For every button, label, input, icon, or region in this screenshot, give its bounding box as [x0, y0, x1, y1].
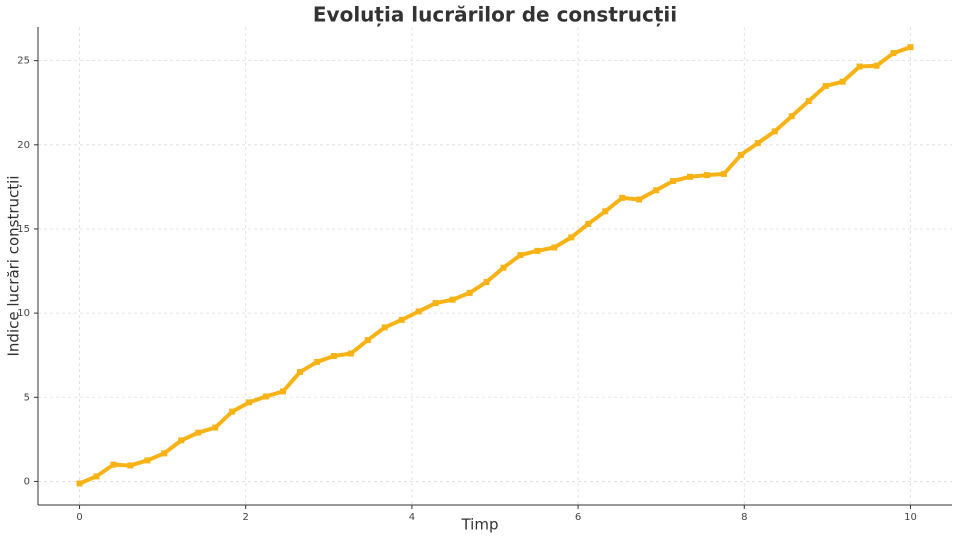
- marker: [500, 264, 507, 271]
- marker: [364, 337, 371, 344]
- marker: [415, 308, 422, 315]
- marker: [381, 324, 388, 331]
- marker: [330, 353, 337, 360]
- y-tick-label: 10: [17, 308, 30, 319]
- x-tick-label: 6: [575, 512, 581, 523]
- marker: [144, 457, 151, 464]
- y-tick-label: 25: [17, 56, 30, 67]
- marker: [161, 450, 168, 457]
- marker: [229, 408, 236, 415]
- marker: [788, 113, 795, 120]
- marker: [313, 358, 320, 365]
- marker: [687, 173, 694, 180]
- y-tick-label: 20: [17, 140, 30, 151]
- line: [78, 45, 912, 486]
- marker: [449, 296, 456, 303]
- marker: [653, 187, 660, 194]
- marker: [602, 208, 609, 215]
- marker: [93, 473, 100, 480]
- y-tick-label: 15: [17, 224, 30, 235]
- x-tick-label: 0: [76, 512, 82, 523]
- chart-title: Evoluția lucrărilor de construcții: [313, 3, 677, 27]
- marker: [907, 44, 914, 51]
- marker: [720, 170, 727, 177]
- x-tick-label: 10: [904, 512, 917, 523]
- y-tick-label: 5: [24, 392, 30, 403]
- marker: [551, 244, 558, 251]
- marker: [670, 178, 677, 185]
- marker: [873, 62, 880, 69]
- marker: [754, 140, 761, 147]
- marker: [771, 128, 778, 135]
- marker: [76, 480, 83, 487]
- marker: [839, 78, 846, 85]
- marker: [822, 82, 829, 89]
- marker: [619, 194, 626, 201]
- marker: [483, 278, 490, 285]
- marker: [517, 252, 524, 259]
- marker: [568, 234, 575, 241]
- marker: [195, 429, 202, 436]
- marker: [534, 247, 541, 254]
- marker: [127, 462, 134, 469]
- marker: [703, 172, 710, 179]
- marker: [398, 316, 405, 323]
- x-tick-label: 8: [741, 512, 747, 523]
- x-tick-label: 4: [409, 512, 415, 523]
- marker: [263, 393, 270, 400]
- marker: [585, 220, 592, 227]
- marker: [432, 300, 439, 307]
- x-axis-label: Timp: [460, 516, 498, 534]
- marker: [178, 437, 185, 444]
- marker: [737, 151, 744, 158]
- marker: [110, 461, 117, 468]
- marker: [636, 196, 643, 203]
- marker: [890, 50, 897, 57]
- marker: [466, 289, 473, 296]
- y-tick-label: 0: [24, 476, 30, 487]
- marker: [280, 388, 287, 395]
- x-tick-label: 2: [243, 512, 249, 523]
- marker: [246, 399, 253, 406]
- marker: [296, 369, 303, 376]
- marker: [347, 350, 354, 357]
- marker: [805, 98, 812, 105]
- marker: [856, 63, 863, 70]
- marker: [212, 424, 219, 431]
- y-axis-label: Indice lucrări construcții: [5, 175, 23, 356]
